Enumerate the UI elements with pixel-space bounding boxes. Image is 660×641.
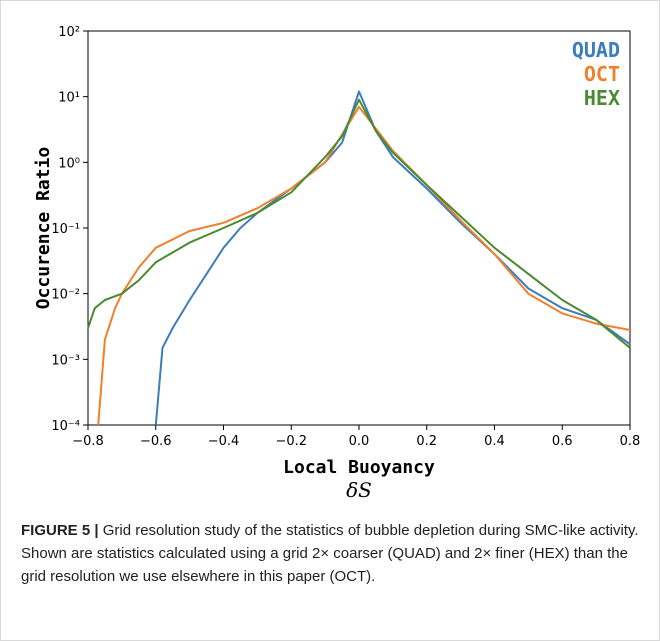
- x-tick-label: 0.2: [416, 434, 437, 449]
- caption: FIGURE 5 | Grid resolution study of the …: [21, 519, 643, 588]
- series-line: [154, 90, 631, 426]
- series-line: [97, 105, 631, 426]
- x-tick-label: 0.8: [620, 434, 641, 449]
- x-tick-label: −0.4: [208, 434, 240, 449]
- y-tick-label: 10⁻³: [51, 353, 80, 368]
- x-tick-label: −0.2: [275, 434, 307, 449]
- plot-frame: [87, 30, 631, 426]
- x-tick-label: −0.6: [140, 434, 172, 449]
- x-tick-label: 0.0: [349, 434, 370, 449]
- legend-entry: OCT: [584, 62, 620, 86]
- legend-entry: QUAD: [572, 38, 620, 62]
- caption-text: Grid resolution study of the statistics …: [21, 522, 639, 585]
- y-tick-label: 10⁻²: [51, 288, 80, 303]
- x-tick-label: −0.8: [72, 434, 104, 449]
- caption-label: FIGURE 5 |: [21, 522, 99, 539]
- x-axis-symbol: δS: [346, 478, 372, 502]
- y-tick-label: 10⁻⁴: [51, 419, 80, 434]
- y-tick-label: 10¹: [58, 91, 80, 106]
- x-tick-label: 0.4: [484, 434, 505, 449]
- y-tick-label: 10²: [58, 25, 80, 40]
- x-axis-label: Local Buoyancy: [283, 457, 435, 478]
- chart: Local Buoyancy δS Occurence Ratio −0.8 −0…: [33, 25, 641, 502]
- legend-entry: HEX: [584, 86, 620, 110]
- x-tick-label: 0.6: [552, 434, 573, 449]
- series-line: [87, 98, 631, 349]
- y-axis-label: Occurence Ratio: [33, 147, 54, 310]
- y-tick-label: 10⁰: [58, 156, 80, 171]
- y-tick-label: 10⁻¹: [51, 222, 80, 237]
